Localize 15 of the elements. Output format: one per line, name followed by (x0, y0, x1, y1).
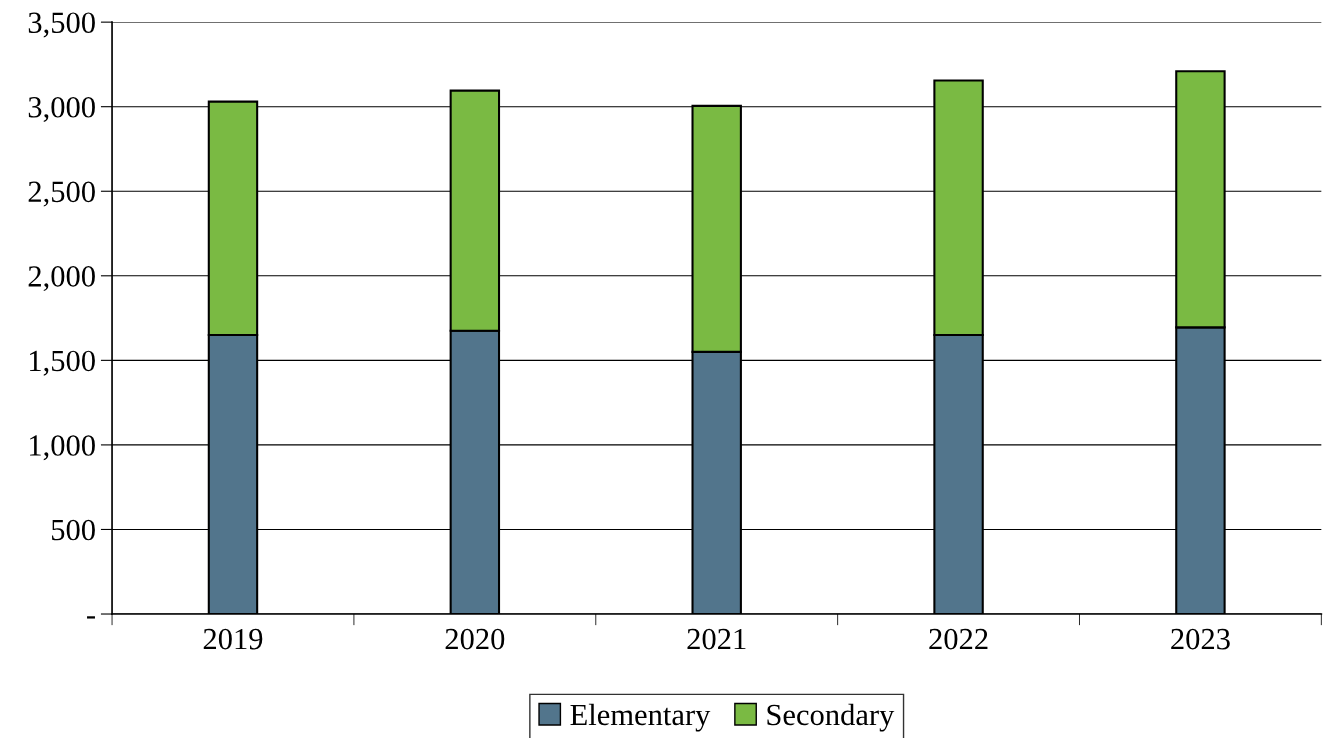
x-tick-label: 2023 (1171, 628, 1230, 650)
y-tick-label: 2,000 (28, 266, 95, 292)
y-tick-label: - (87, 616, 95, 619)
legend-label: Secondary (767, 703, 895, 732)
y-tick-label: 1,500 (30, 350, 95, 376)
x-tick-label: 2021 (687, 628, 746, 650)
y-tick-label: 2,500 (28, 181, 95, 207)
x-tick-label: 2020 (445, 628, 505, 650)
legend-label: Elementary (570, 703, 711, 732)
y-tick-label: 3,500 (28, 12, 95, 38)
y-tick-label: 3,000 (28, 96, 95, 122)
x-tick-label: 2022 (929, 628, 988, 650)
y-tick-label: 500 (52, 519, 95, 541)
y-tick-label: 1,000 (30, 435, 95, 461)
x-tick-label: 2019 (203, 628, 263, 650)
